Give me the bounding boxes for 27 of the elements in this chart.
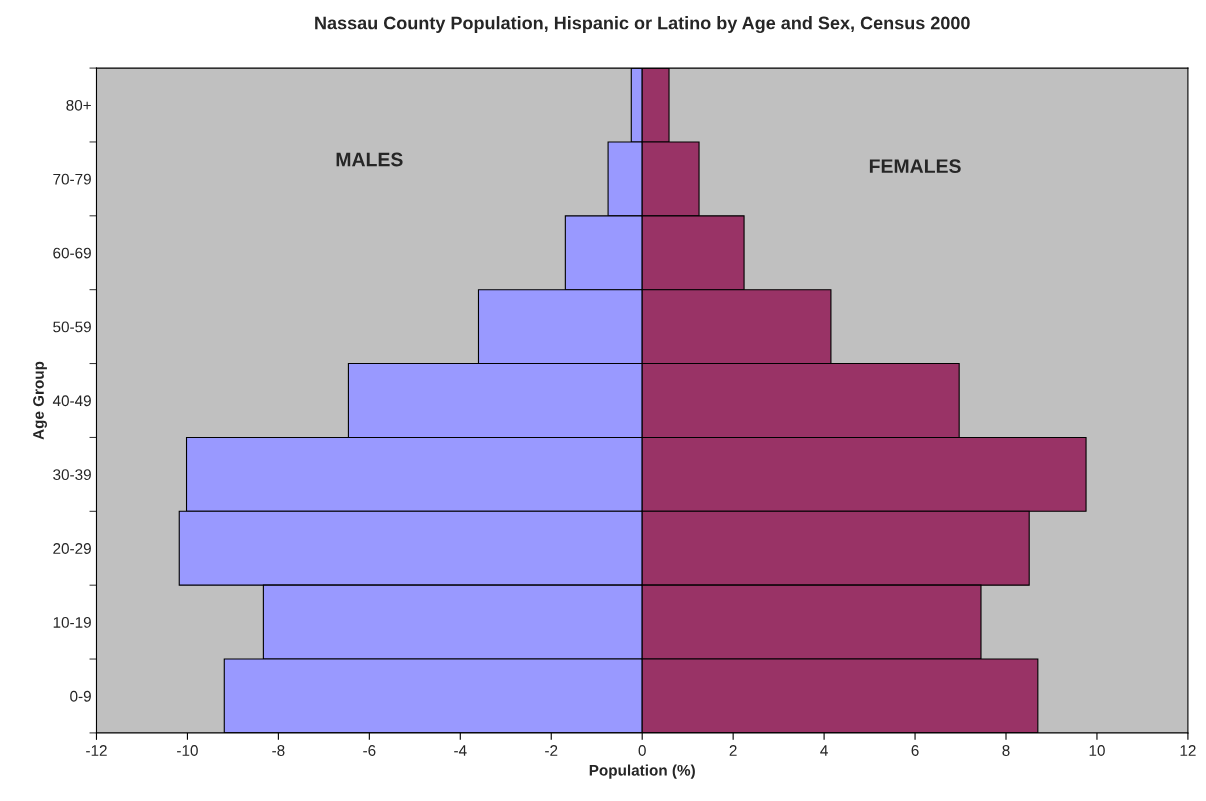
x-tick-label: 2 [729, 745, 737, 756]
y-tick-label: 0-9 [70, 690, 91, 702]
y-tick-label: 30-39 [53, 469, 91, 481]
x-tick-label: -6 [363, 745, 376, 756]
x-tick-label: 4 [820, 745, 828, 756]
y-tick-label: 40-49 [52, 395, 91, 407]
y-tick-label: 50-59 [53, 321, 91, 333]
x-tick-label: 10 [1089, 745, 1105, 756]
chart-title: Nassau County Population, Hispanic or Latino by Age and Sex, Census 2000 [315, 16, 970, 34]
y-tick-label: 60-69 [53, 247, 91, 259]
y-tick-label: 80+ [66, 99, 91, 111]
y-tick-label: 20-29 [53, 543, 91, 554]
x-tick-label: -10 [177, 745, 198, 756]
x-tick-label: -12 [86, 745, 107, 756]
x-tick-label: 8 [1002, 745, 1010, 756]
y-tick-label: 10-19 [53, 616, 91, 628]
x-axis-title: Population (%) [589, 764, 695, 779]
x-tick-label: -8 [272, 745, 285, 756]
x-tick-label: 0 [638, 745, 646, 756]
x-tick-label: 12 [1180, 745, 1196, 756]
y-tick-label: 70-79 [53, 173, 91, 185]
annotation: FEMALES [869, 159, 961, 174]
x-tick-label: 6 [911, 745, 919, 756]
annotation: MALES [336, 152, 403, 167]
x-tick-label: -4 [454, 745, 467, 756]
x-tick-label: -2 [545, 745, 558, 756]
y-axis-title: Age Group [33, 361, 47, 440]
